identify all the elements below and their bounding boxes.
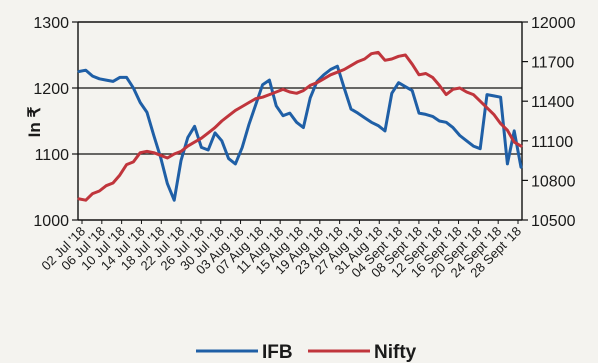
right-axis-tick-label: 11100 bbox=[531, 134, 573, 151]
left-axis-tick-label: 1000 bbox=[33, 213, 69, 230]
right-axis-tick-label: 10800 bbox=[531, 173, 576, 190]
left-axis-tick-label: 1100 bbox=[35, 147, 70, 164]
legend-label-nifty: Nifty bbox=[374, 342, 417, 363]
left-axis: 1000 1100 1200 1300 bbox=[33, 15, 79, 230]
grid-lines bbox=[78, 21, 522, 221]
legend: IFB Nifty bbox=[196, 342, 417, 363]
right-axis: 10500 10800 11100 11400 11700 12000 bbox=[521, 15, 576, 230]
left-axis-tick-label: 1200 bbox=[33, 81, 69, 98]
right-axis-tick-label: 10500 bbox=[531, 213, 576, 230]
right-axis-tick-label: 12000 bbox=[531, 15, 576, 32]
series-line-nifty bbox=[77, 50, 523, 202]
series-lines bbox=[77, 50, 523, 202]
series-line-ifb bbox=[77, 64, 523, 202]
right-axis-tick-label: 11700 bbox=[531, 55, 574, 72]
right-axis-tick-label: 11400 bbox=[531, 94, 574, 111]
y-axis-label: In ₹ bbox=[25, 106, 44, 137]
legend-label-ifb: IFB bbox=[262, 342, 293, 363]
left-axis-tick-label: 1300 bbox=[33, 15, 69, 32]
